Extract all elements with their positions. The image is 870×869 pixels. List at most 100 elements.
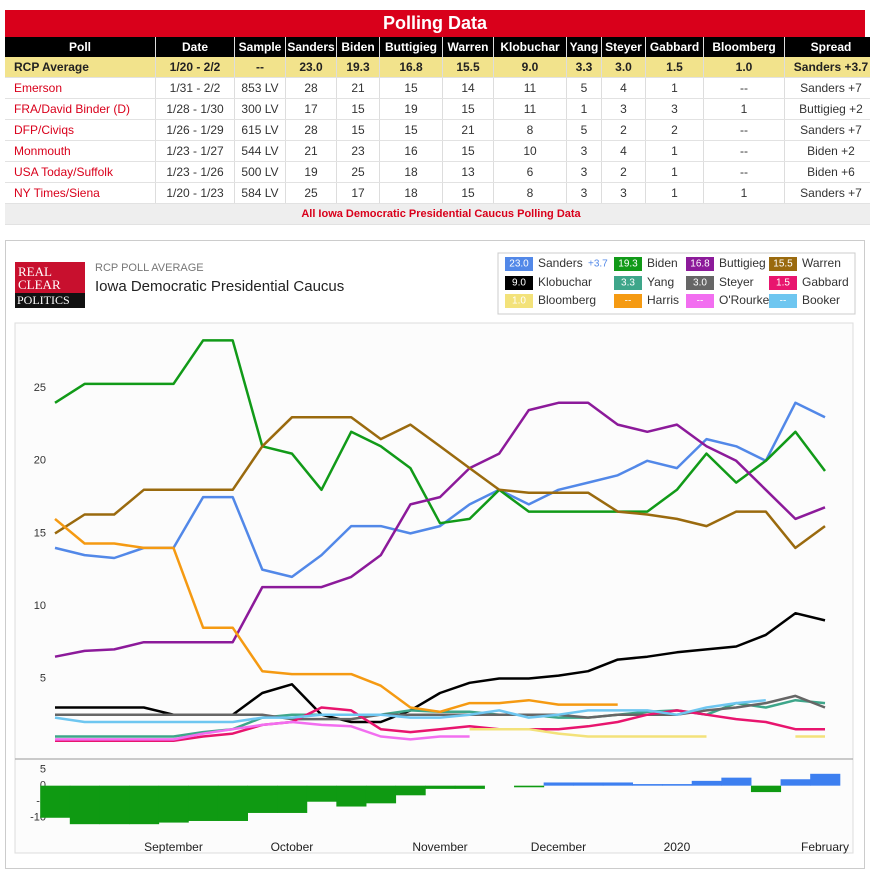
spread-bar xyxy=(662,784,693,786)
spread-bar xyxy=(750,785,782,793)
legend-name: Gabbard xyxy=(802,275,849,289)
chart-subtitle: RCP POLL AVERAGE xyxy=(95,262,204,274)
cell: 16.8 xyxy=(379,57,443,78)
cell: -- xyxy=(703,140,785,162)
legend-value: 3.0 xyxy=(693,278,707,289)
spread-tick-label: 0 xyxy=(40,780,46,792)
poll-row: DFP/Civiqs 1/26 - 1/29 615 LV 28 15 15 21 8 5 2 2-… xyxy=(5,119,870,141)
legend-name: Steyer xyxy=(719,275,754,289)
spread-bar xyxy=(306,785,337,802)
cell: 21 xyxy=(285,140,337,162)
cell: 11 xyxy=(493,98,567,120)
column-header: Buttigieg xyxy=(379,37,443,57)
y-tick-label: 5 xyxy=(40,672,46,684)
legend-swatch xyxy=(614,257,642,271)
cell: 15 xyxy=(336,98,380,120)
logo-band xyxy=(15,293,85,308)
series-line xyxy=(54,401,826,579)
poll-name[interactable]: DFP/Civiqs xyxy=(5,119,156,141)
cell: 3.0 xyxy=(601,57,646,78)
table: Poll Date Sample Sanders Biden Buttigieg Warre… xyxy=(5,37,870,225)
spread-tick-label: 5 xyxy=(40,764,46,776)
cell: 25 xyxy=(285,182,337,204)
x-tick-label: February xyxy=(801,840,849,854)
cell: 5 xyxy=(566,119,602,141)
spread-bar xyxy=(188,785,219,821)
spread-bar xyxy=(632,784,663,786)
cell: 1 xyxy=(645,182,704,204)
cell: 1 xyxy=(645,140,704,162)
poll-name[interactable]: FRA/David Binder (D) xyxy=(5,98,156,120)
poll-name[interactable]: USA Today/Suffolk xyxy=(5,161,156,183)
cell: 21 xyxy=(442,119,494,141)
chart-title: Iowa Democratic Presidential Caucus xyxy=(95,278,344,295)
cell: 18 xyxy=(379,182,443,204)
x-tick-label: December xyxy=(531,840,586,854)
column-header: Spread xyxy=(784,37,870,57)
cell: -- xyxy=(703,77,785,99)
legend-swatch xyxy=(686,276,714,290)
cell: Biden +2 xyxy=(784,140,870,162)
spread-bar xyxy=(99,785,130,825)
cell: 15 xyxy=(379,77,443,99)
cell: 1/26 - 1/29 xyxy=(155,119,235,141)
series-line xyxy=(469,727,825,738)
legend-value: 1.5 xyxy=(776,278,790,289)
legend-value: 23.0 xyxy=(509,259,529,270)
cell: 18 xyxy=(379,161,443,183)
series-line xyxy=(55,706,825,743)
poll-name[interactable]: NY Times/Siena xyxy=(5,182,156,204)
column-header: Gabbard xyxy=(645,37,704,57)
series-line xyxy=(54,517,618,714)
cell: Biden +6 xyxy=(784,161,870,183)
cell: 2 xyxy=(601,161,646,183)
poll-row: FRA/David Binder (D) 1/28 - 1/30 300 LV 17 1… xyxy=(5,98,870,120)
cell: 28 xyxy=(285,119,337,141)
cell: 23 xyxy=(336,140,380,162)
cell: Buttigieg +2 xyxy=(784,98,870,120)
cell: 1/28 - 1/30 xyxy=(155,98,235,120)
spread-bar xyxy=(602,782,633,786)
spread-bar xyxy=(573,782,604,786)
cell: 1 xyxy=(703,182,785,204)
logo-text: POLITICS xyxy=(17,293,70,307)
cell: 21 xyxy=(336,77,380,99)
spread-bar xyxy=(217,785,248,821)
footer-link[interactable]: All Iowa Democratic Presidential Caucus … xyxy=(5,203,870,225)
poll-name[interactable]: Monmouth xyxy=(5,140,156,162)
cell: 10 xyxy=(493,140,567,162)
spread-bar xyxy=(365,785,397,804)
spread-bar xyxy=(69,785,100,825)
cell: 6 xyxy=(493,161,567,183)
cell: 17 xyxy=(285,98,337,120)
poll-name[interactable]: Emerson xyxy=(5,77,156,99)
series-line xyxy=(55,694,826,721)
column-header: Klobuchar xyxy=(493,37,567,57)
legend-value: -- xyxy=(625,296,632,307)
cell: 2 xyxy=(645,119,704,141)
column-header: Sample xyxy=(234,37,286,57)
cell: 3 xyxy=(601,182,646,204)
spread-bar xyxy=(158,785,189,823)
cell: 9.0 xyxy=(493,57,567,78)
legend-value: 3.3 xyxy=(621,278,635,289)
cell: 1/20 - 1/23 xyxy=(155,182,235,204)
legend-name: Yang xyxy=(647,275,674,289)
series-line xyxy=(54,339,826,525)
cell: 3 xyxy=(601,98,646,120)
cell: 300 LV xyxy=(234,98,286,120)
series-line xyxy=(54,401,826,658)
cell: Sanders +7 xyxy=(784,77,870,99)
spread-bar xyxy=(40,785,71,818)
legend-name: Biden xyxy=(647,256,678,270)
cell: 5 xyxy=(566,77,602,99)
cell: 19 xyxy=(379,98,443,120)
poll-row: NY Times/Siena 1/20 - 1/23 584 LV 25 17 18 15 8… xyxy=(5,182,870,204)
spread-bar xyxy=(425,785,456,789)
cell: 1.5 xyxy=(645,57,704,78)
cell: 3 xyxy=(566,140,602,162)
cell: 1 xyxy=(645,77,704,99)
poll-row: Emerson 1/31 - 2/2 853 LV 28 21 15 14 11 5 4 1 -- Sa… xyxy=(5,77,870,99)
spread-bar xyxy=(514,785,545,788)
